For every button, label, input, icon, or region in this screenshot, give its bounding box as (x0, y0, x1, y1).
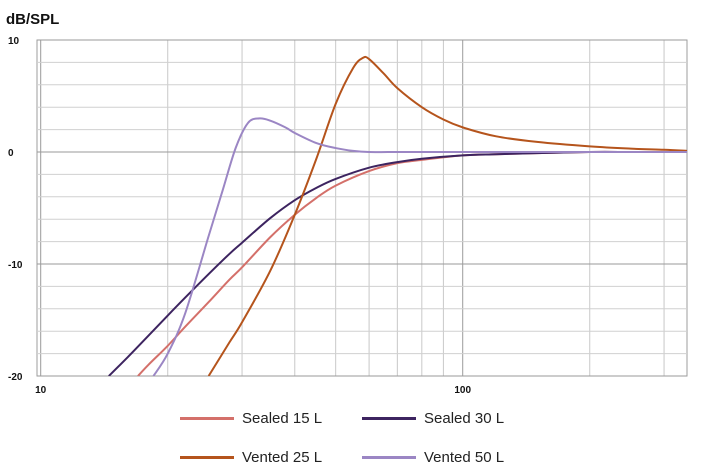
legend-item-vented-50l: Vented 50 L (362, 447, 504, 467)
legend-item-sealed-30l: Sealed 30 L (362, 408, 504, 428)
legend-swatch-vented-50l (362, 455, 416, 459)
legend: Sealed 15 L Sealed 30 L Vented 25 L Vent… (0, 400, 702, 467)
legend-label-sealed-15l: Sealed 15 L (242, 409, 323, 427)
series-line-vented-50-l (152, 117, 687, 376)
legend-item-sealed-15l: Sealed 15 L (180, 408, 322, 428)
y-tick-label: -10 (8, 260, 23, 271)
y-tick-label: 0 (8, 148, 14, 159)
series-layer (108, 55, 687, 376)
y-tick-label: -20 (8, 372, 23, 383)
legend-label-vented-25l: Vented 25 L (242, 448, 323, 466)
series-line-vented-25-l (207, 55, 687, 376)
gridlines (37, 39, 687, 377)
legend-swatch-sealed-30l (362, 416, 416, 420)
plot-area (36, 39, 688, 377)
x-tick-label: 10 (35, 385, 47, 396)
legend-swatch-sealed-15l (180, 416, 234, 420)
tick-labels: -20 -10 0 10 10 100 (8, 36, 471, 396)
x-tick-label: 100 (454, 385, 471, 396)
legend-item-vented-25l: Vented 25 L (180, 447, 322, 467)
y-tick-label: 10 (8, 36, 20, 47)
chart: dB/SPL -20 -10 0 10 10 100 (6, 11, 688, 396)
legend-label-vented-50l: Vented 50 L (424, 448, 505, 466)
legend-label-sealed-30l: Sealed 30 L (424, 409, 505, 427)
legend-swatch-vented-25l (180, 455, 234, 459)
y-axis-title: dB/SPL (6, 11, 59, 28)
